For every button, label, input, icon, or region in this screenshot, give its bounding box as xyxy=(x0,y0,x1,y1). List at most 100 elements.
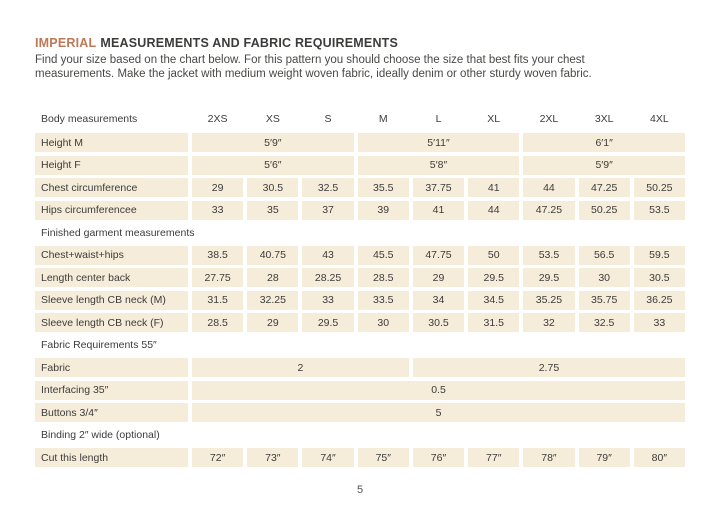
value-cell: 76″ xyxy=(412,448,465,467)
table-row: Length center back 27.75 28 28.25 28.5 29 29.5… xyxy=(35,268,685,287)
value-cell: 27.75 xyxy=(192,268,244,287)
table-row: Height M 5′9″ 5′11″ 6′1″ xyxy=(35,133,685,152)
value-cell: 36.25 xyxy=(633,290,685,310)
size-column-header: 2XL xyxy=(539,112,559,125)
value-cell: 39 xyxy=(357,200,409,220)
value-cell: 56.5 xyxy=(578,245,630,265)
value-cell: 45.5 xyxy=(357,245,409,265)
intro-line: measurements. Make the jacket with mediu… xyxy=(35,68,592,80)
section-header-row: Fabric Requirements 55″ xyxy=(41,339,157,351)
row-label: Chest+waist+hips xyxy=(35,245,188,265)
value-cell: 32.5 xyxy=(302,178,354,197)
value-cell-span: 0.5 xyxy=(192,380,685,400)
page-title-highlight: IMPERIAL xyxy=(35,36,97,50)
value-cell: 33.5 xyxy=(357,290,409,310)
section-header-row: Finished garment measurements xyxy=(41,226,195,239)
row-label: Height M xyxy=(35,133,188,152)
page-title: IMPERIAL MEASUREMENTS AND FABRIC REQUIREM… xyxy=(35,36,398,50)
value-cell-span: 5′9″ xyxy=(523,155,685,175)
table-row: Interfacing 35″ 0.5 xyxy=(35,380,685,400)
table-header-row: Body measurements 2XS XS S M L XL 2XL 3XL 4XL xyxy=(35,111,685,126)
value-cell: 41 xyxy=(412,200,465,220)
header-label: Body measurements xyxy=(41,112,138,125)
row-label: Buttons 3/4″ xyxy=(35,403,188,422)
table-row: Fabric 2 2.75 xyxy=(35,358,685,377)
value-cell: 41 xyxy=(468,178,520,197)
value-cell: 50.25 xyxy=(578,200,630,220)
value-cell: 50 xyxy=(468,245,520,265)
value-cell: 38.5 xyxy=(192,245,244,265)
size-column-header: XS xyxy=(265,112,280,125)
value-cell: 77″ xyxy=(468,448,520,467)
value-cell: 80″ xyxy=(633,448,685,467)
value-cell-span: 5′11″ xyxy=(357,133,520,152)
intro-text: Find your size based on the chart below.… xyxy=(35,53,592,81)
value-cell: 72″ xyxy=(192,448,244,467)
value-cell: 28 xyxy=(247,268,299,287)
value-cell: 59.5 xyxy=(633,245,685,265)
row-label: Length center back xyxy=(35,268,188,287)
row-label: Sleeve length CB neck (M) xyxy=(35,290,188,310)
value-cell: 75″ xyxy=(357,448,409,467)
table-row: Chest+waist+hips 38.5 40.75 43 45.5 47.75 50 53… xyxy=(35,245,685,265)
row-label: Cut this length xyxy=(35,448,188,467)
value-cell: 47.25 xyxy=(523,200,575,220)
value-cell: 35 xyxy=(247,200,299,220)
value-cell: 37 xyxy=(302,200,354,220)
value-cell-span: 2 xyxy=(192,358,409,377)
value-cell: 32 xyxy=(523,313,575,332)
row-label: Interfacing 35″ xyxy=(35,380,188,400)
table-row: Sleeve length CB neck (F) 28.5 29 29.5 30 30.… xyxy=(35,313,685,332)
value-cell: 30 xyxy=(578,268,630,287)
size-column-header: M xyxy=(378,112,388,125)
value-cell: 30.5 xyxy=(247,178,299,197)
size-column-header: 2XS xyxy=(207,112,228,125)
value-cell: 74″ xyxy=(302,448,354,467)
value-cell: 30 xyxy=(357,313,409,332)
value-cell: 44 xyxy=(468,200,520,220)
row-label: Hips circumferencee xyxy=(35,200,188,220)
value-cell: 28.5 xyxy=(192,313,244,332)
value-cell: 30.5 xyxy=(412,313,465,332)
table-row: Chest circumference 29 30.5 32.5 35.5 37.75 41… xyxy=(35,178,685,197)
table-row: Height F 5′6″ 5′8″ 5′9″ xyxy=(35,155,685,175)
size-column-header: L xyxy=(435,112,442,125)
value-cell: 33 xyxy=(633,313,685,332)
value-cell: 73″ xyxy=(247,448,299,467)
row-label: Sleeve length CB neck (F) xyxy=(35,313,188,332)
value-cell: 32.25 xyxy=(247,290,299,310)
value-cell: 78″ xyxy=(523,448,575,467)
row-label: Height F xyxy=(35,155,188,175)
size-column-header: 3XL xyxy=(594,112,614,125)
value-cell: 53.5 xyxy=(633,200,685,220)
value-cell: 29 xyxy=(412,268,465,287)
value-cell: 29.5 xyxy=(302,313,354,332)
value-cell: 50.25 xyxy=(633,178,685,197)
value-cell: 37.75 xyxy=(412,178,465,197)
value-cell: 29.5 xyxy=(468,268,520,287)
value-cell: 29 xyxy=(192,178,244,197)
value-cell: 28.5 xyxy=(357,268,409,287)
value-cell: 32.5 xyxy=(578,313,630,332)
size-table: Body measurements 2XS XS S M L XL 2XL 3XL 4XL Heig… xyxy=(35,111,685,471)
value-cell-span: 5′8″ xyxy=(357,155,520,175)
value-cell: 33 xyxy=(302,290,354,310)
size-column-header: S xyxy=(324,112,332,125)
value-cell: 40.75 xyxy=(247,245,299,265)
row-label: Fabric xyxy=(35,358,188,377)
row-label: Chest circumference xyxy=(35,178,188,197)
value-cell: 35.25 xyxy=(523,290,575,310)
size-column-header: XL xyxy=(487,112,501,125)
intro-line: Find your size based on the chart below.… xyxy=(35,54,585,66)
value-cell: 43 xyxy=(302,245,354,265)
section-header-row: Binding 2″ wide (optional) xyxy=(41,429,160,441)
page-number: 5 xyxy=(356,484,364,496)
value-cell: 35.75 xyxy=(578,290,630,310)
value-cell: 29.5 xyxy=(523,268,575,287)
value-cell: 30.5 xyxy=(633,268,685,287)
value-cell: 31.5 xyxy=(468,313,520,332)
value-cell: 79″ xyxy=(578,448,630,467)
value-cell: 47.75 xyxy=(412,245,465,265)
page-title-rest: MEASUREMENTS AND FABRIC REQUIREMENTS xyxy=(100,36,399,50)
